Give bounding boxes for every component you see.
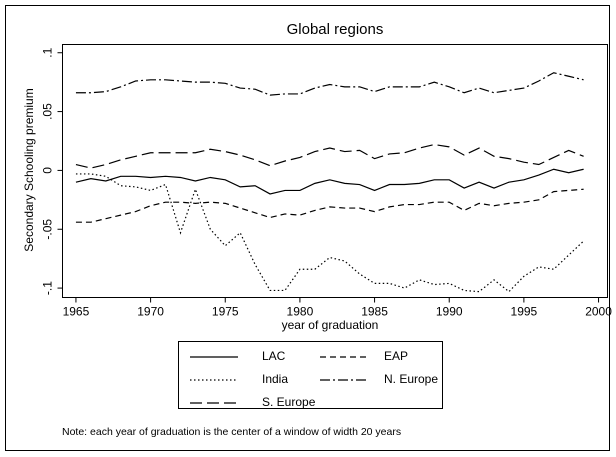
x-axis-title: year of graduation [282, 318, 379, 332]
y-tick-label: .1 [41, 47, 55, 57]
legend-label: India [262, 372, 288, 386]
chart-title: Global regions [287, 21, 384, 38]
x-tick-label: 1980 [287, 305, 314, 319]
series-line [75, 173, 585, 293]
series-line [75, 168, 584, 195]
x-tick-label: 1995 [511, 305, 538, 319]
x-tick-label: 1965 [63, 305, 90, 319]
y-tick-label: 0 [41, 167, 55, 174]
y-tick-label: .05 [41, 103, 55, 120]
series-line [75, 143, 584, 169]
outer-border [5, 5, 610, 451]
y-tick-label: -.1 [41, 281, 55, 295]
note: Note: each year of graduation is the cen… [62, 426, 401, 438]
x-tick-label: 1990 [436, 305, 463, 319]
x-tick-label: 1970 [137, 305, 164, 319]
x-tick-label: 2000 [585, 305, 612, 319]
legend-label: N. Europe [384, 372, 438, 386]
legend-label: LAC [262, 349, 286, 363]
series-line [75, 188, 584, 223]
legend-label: EAP [384, 349, 408, 363]
x-tick-label: 1985 [361, 305, 388, 319]
y-tick-label: -.05 [41, 219, 55, 240]
legend-box [178, 341, 443, 409]
plot-border [62, 44, 608, 298]
x-tick-label: 1975 [212, 305, 239, 319]
legend-label: S. Europe [262, 395, 316, 409]
y-axis-title: Secondary Schooling premium [22, 88, 36, 251]
series-line [75, 72, 584, 96]
